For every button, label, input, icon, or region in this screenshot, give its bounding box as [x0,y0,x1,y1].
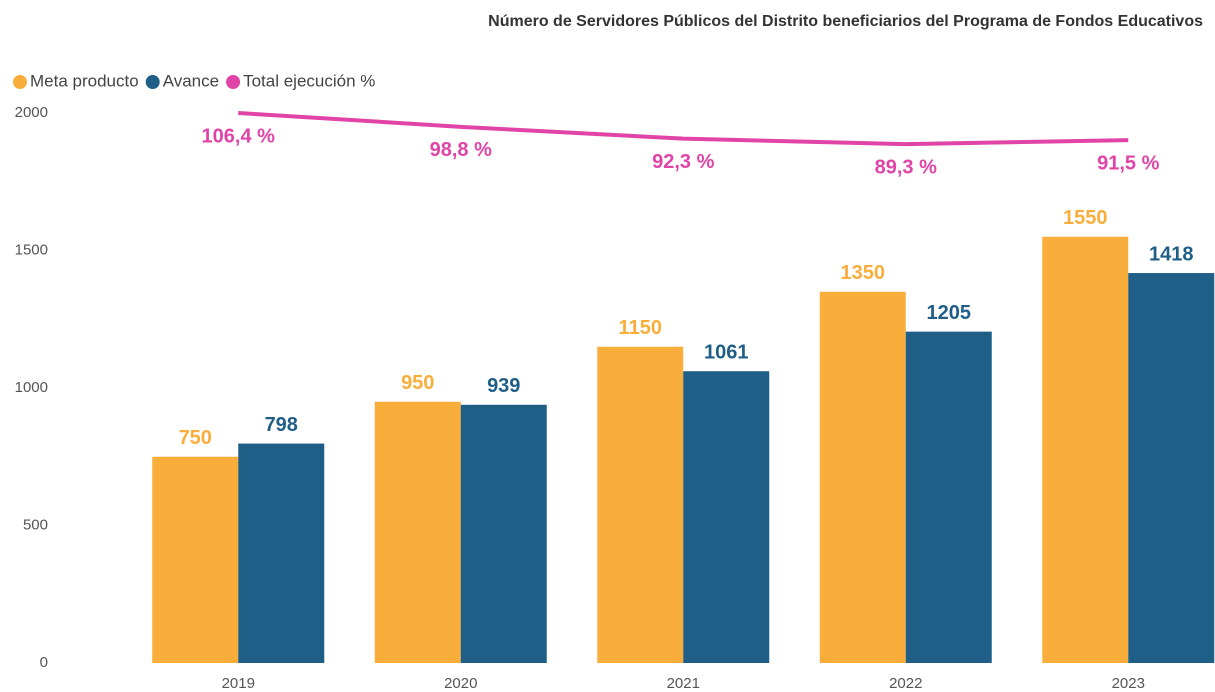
bar [819,291,906,663]
data-label: 91,5 % [1097,152,1159,174]
bar [597,346,684,663]
legend-label: Total ejecución % [243,71,375,90]
data-label: 950 [401,372,434,394]
legend-marker [13,75,27,89]
y-tick-label: 0 [40,654,48,671]
data-label: 1550 [1063,207,1108,229]
bar [1042,236,1129,663]
data-label: 798 [265,414,298,436]
bar [460,404,547,663]
data-label: 1205 [927,302,972,324]
data-label: 106,4 % [202,125,276,147]
y-tick-label: 1000 [15,379,48,396]
data-label: 1150 [619,317,662,339]
x-tick-label: 2020 [444,675,477,692]
bar [238,443,325,663]
legend-label: Avance [163,71,219,90]
line [238,111,1129,147]
legend-marker [226,75,241,89]
data-label: 750 [179,427,212,449]
bar [374,401,461,663]
y-tick-label: 500 [23,516,48,533]
y-tick-label: 2000 [15,104,48,121]
bar [152,456,239,663]
data-label: 1350 [841,262,886,284]
chart-title: Número de Servidores Públicos del Distri… [488,13,1203,30]
x-tick-label: 2022 [889,675,922,692]
legend-marker [145,75,160,89]
bar [1128,273,1215,663]
data-label: 89,3 % [875,156,937,178]
y-tick-label: 1500 [15,241,48,258]
data-label: 1418 [1149,243,1194,265]
data-label: 98,8 % [430,139,492,161]
x-tick-label: 2021 [667,675,700,692]
data-label: 1061 [704,342,749,364]
data-label: 939 [487,375,520,397]
x-tick-label: 2023 [1112,675,1145,692]
legend-label: Meta producto [30,71,139,90]
bar [683,371,770,663]
data-label: 92,3 % [652,151,714,173]
x-tick-label: 2019 [222,675,255,692]
bar [905,331,992,663]
